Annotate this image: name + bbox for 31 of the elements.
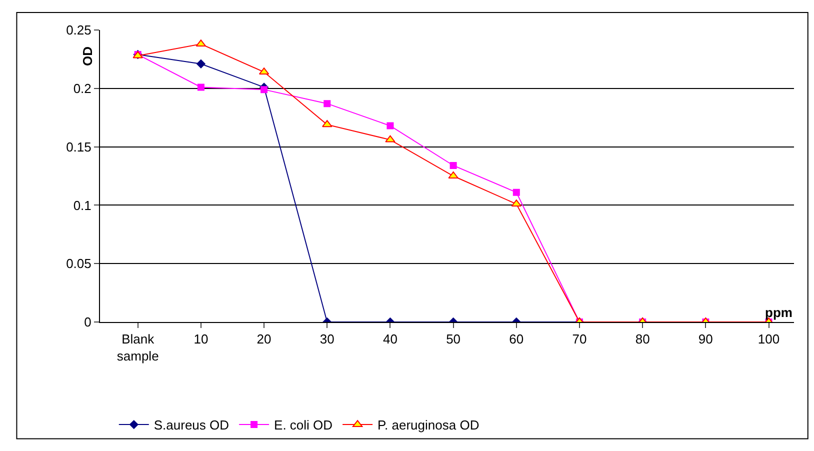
y-tick-label: 0.25: [66, 22, 92, 38]
y-tick-label: 0.2: [73, 80, 92, 96]
x-tick-label: 60: [509, 332, 524, 347]
x-tick-label: 30: [320, 332, 334, 347]
point: [512, 188, 520, 196]
x-tick-label: 40: [382, 332, 398, 347]
point: [260, 86, 268, 94]
legend-label: E. coli OD: [274, 418, 333, 433]
point: [324, 100, 331, 108]
y-tick-label: 0.15: [66, 139, 92, 154]
point: [450, 162, 457, 169]
x-tick-label: 50: [446, 332, 461, 347]
y-tick-label: 0.1: [73, 198, 92, 213]
x-tick-label: 10: [194, 332, 208, 347]
x-tick-label: 100: [758, 332, 780, 347]
point: [385, 135, 396, 142]
y-tick-label: 0.05: [66, 256, 92, 272]
x-tick-label: 70: [572, 332, 587, 347]
point: [197, 84, 204, 91]
point: [386, 122, 394, 130]
y-axis-title: OD: [80, 46, 96, 66]
x-tick-label: Blank sample: [116, 332, 159, 364]
legend-label: S.aureus OD: [154, 418, 230, 433]
legend-label: P. aeruginosa OD: [378, 418, 480, 433]
y-tick-label: 0: [84, 314, 92, 330]
x-tick-label: 80: [635, 332, 650, 347]
point: [196, 59, 206, 68]
x-tick-label: 20: [256, 332, 272, 347]
x-axis-title: ppm: [765, 305, 792, 320]
point: [322, 120, 332, 128]
x-tick-label: 90: [698, 332, 713, 347]
